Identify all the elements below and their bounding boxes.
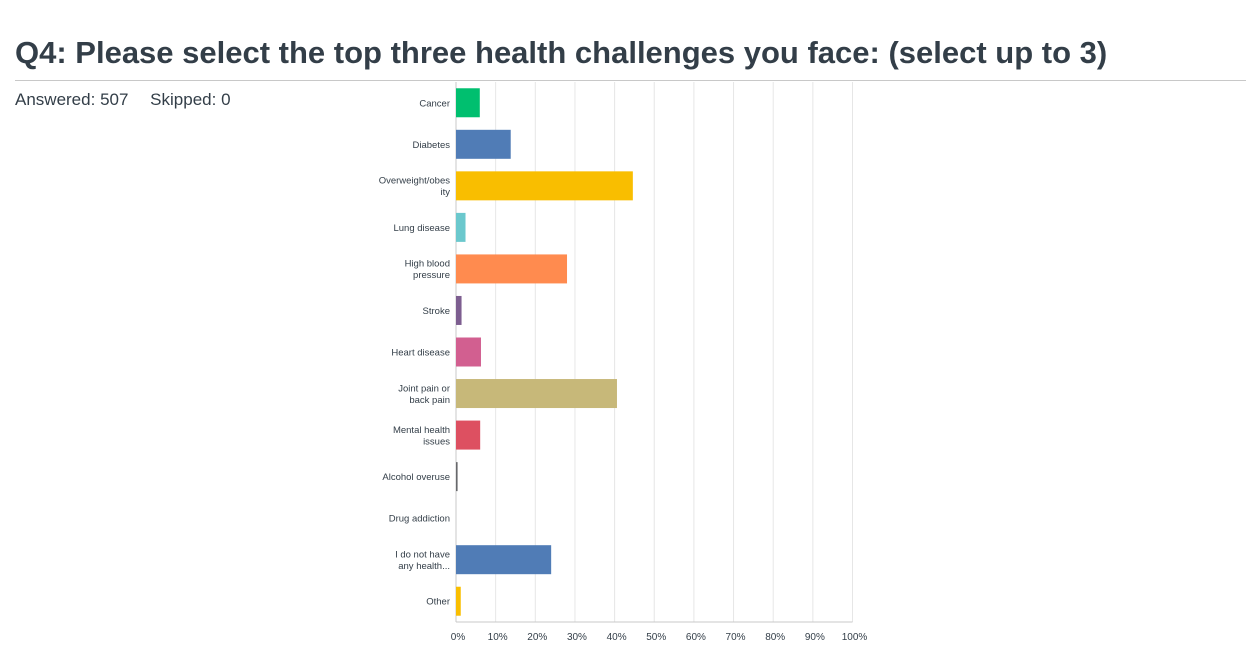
skipped-label: Skipped: bbox=[150, 90, 217, 109]
category-label: I do not have any health... bbox=[395, 549, 450, 572]
bar bbox=[456, 88, 480, 118]
x-tick-label: 30% bbox=[567, 632, 587, 643]
bar bbox=[456, 545, 552, 575]
bar bbox=[456, 337, 481, 367]
category-label: Cancer bbox=[419, 98, 450, 109]
bar bbox=[456, 420, 481, 450]
x-tick-label: 80% bbox=[765, 632, 785, 643]
title-divider bbox=[15, 80, 1246, 81]
category-label: Overweight/obes ity bbox=[379, 176, 451, 199]
category-label: Heart disease bbox=[391, 348, 450, 359]
category-label: Diabetes bbox=[413, 140, 451, 151]
x-tick-label: 0% bbox=[451, 632, 466, 643]
bar bbox=[456, 379, 617, 409]
category-labels: Cancer Diabetes Overweight/obes ity Lung dis… bbox=[379, 98, 451, 607]
bar bbox=[456, 129, 511, 159]
bar bbox=[456, 295, 462, 325]
chart-bars bbox=[456, 88, 633, 616]
bar bbox=[456, 586, 461, 616]
x-tick-label: 10% bbox=[488, 632, 508, 643]
category-label: Alcohol overuse bbox=[382, 472, 450, 483]
x-tick-label: 40% bbox=[607, 632, 627, 643]
bar bbox=[456, 462, 458, 492]
x-tick-label: 90% bbox=[805, 632, 825, 643]
answered-label: Answered: bbox=[15, 90, 96, 109]
answered-stat: Answered: 507 bbox=[15, 90, 128, 110]
category-label: Drug addiction bbox=[389, 514, 450, 525]
x-tick-label: 70% bbox=[726, 632, 746, 643]
x-tick-label: 50% bbox=[646, 632, 666, 643]
bar bbox=[456, 212, 466, 242]
question-title: Q4: Please select the top three health c… bbox=[15, 35, 1108, 70]
x-tick-labels: 0% 10% 20% 30% 40% 50% 60% 70% 80% 90% 100% bbox=[451, 632, 868, 643]
response-stats: Answered: 507 Skipped: 0 bbox=[15, 90, 231, 110]
category-label: Stroke bbox=[423, 306, 450, 317]
category-label: Mental health issues bbox=[393, 425, 450, 448]
x-tick-label: 60% bbox=[686, 632, 706, 643]
bar bbox=[456, 171, 633, 201]
category-label: Joint pain or back pain bbox=[398, 383, 450, 406]
answered-count: 507 bbox=[100, 90, 129, 109]
skipped-count: 0 bbox=[221, 90, 231, 109]
category-label: High blood pressure bbox=[405, 259, 450, 282]
chart-gridlines bbox=[495, 82, 853, 622]
bar bbox=[456, 254, 568, 284]
x-tick-label: 100% bbox=[842, 632, 868, 643]
category-label: Lung disease bbox=[393, 223, 450, 234]
x-tick-label: 20% bbox=[527, 632, 547, 643]
skipped-stat: Skipped: 0 bbox=[150, 90, 230, 110]
category-label: Other bbox=[426, 597, 450, 608]
